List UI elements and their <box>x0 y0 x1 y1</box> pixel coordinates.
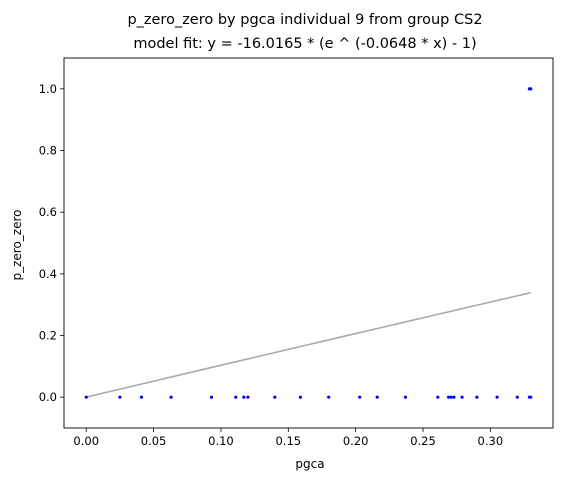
data-point <box>529 87 533 91</box>
data-point <box>327 395 331 399</box>
data-point <box>358 395 362 399</box>
x-tick-label: 0.30 <box>478 434 504 448</box>
data-point <box>403 395 408 399</box>
x-tick-label: 0.10 <box>208 434 234 448</box>
data-point <box>298 395 303 399</box>
y-tick-label: 1.0 <box>39 82 57 96</box>
data-point <box>84 395 88 399</box>
x-tick-label: 0.15 <box>275 434 301 448</box>
chart-title: p_zero_zero by pgca individual 9 from gr… <box>127 12 482 28</box>
y-axis-label: p_zero_zero <box>10 209 24 280</box>
x-tick-label: 0.05 <box>141 434 167 448</box>
chart-subtitle: model fit: y = -16.0165 * (e ^ (-0.0648 … <box>133 36 476 52</box>
plot-area: 0.00 0.05 0.10 0.15 0.20 0.25 0.30 0.0 0.2 0.4 0.6… <box>39 57 554 448</box>
data-point <box>447 395 451 399</box>
y-tick-label: 0.0 <box>39 390 57 404</box>
data-point <box>475 395 479 399</box>
data-point <box>375 395 379 399</box>
data-point <box>234 395 238 399</box>
data-point <box>495 395 499 399</box>
x-tick-label: 0.00 <box>73 434 99 448</box>
data-point <box>273 395 277 399</box>
data-point <box>169 395 173 399</box>
data-point <box>529 395 533 399</box>
x-tick-label: 0.20 <box>343 434 369 448</box>
data-point <box>460 395 464 399</box>
fit-line <box>86 291 531 398</box>
y-tick-label: 0.8 <box>39 144 57 158</box>
data-point <box>118 395 122 399</box>
data-point <box>436 395 440 399</box>
data-point <box>139 395 144 399</box>
x-axis-label: pgca <box>295 457 324 471</box>
data-point <box>452 395 456 399</box>
data-point <box>246 395 250 399</box>
y-tick-label: 0.6 <box>39 205 57 219</box>
data-point <box>515 395 519 399</box>
data-point <box>242 395 246 399</box>
x-tick-label: 0.25 <box>410 434 436 448</box>
y-tick-label: 0.2 <box>39 329 57 343</box>
plot-frame <box>63 57 554 429</box>
data-point <box>449 395 453 399</box>
y-tick-label: 0.4 <box>39 267 57 281</box>
data-point <box>209 395 214 399</box>
